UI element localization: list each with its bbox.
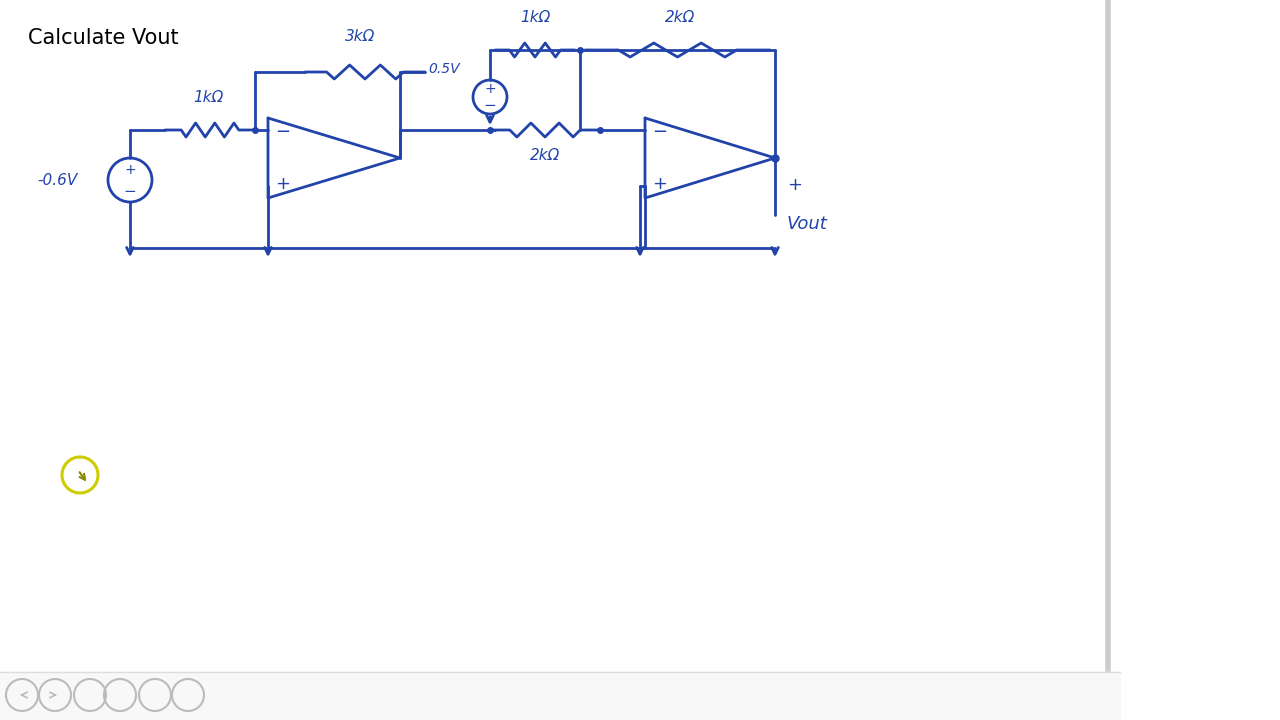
- Text: 1kΩ: 1kΩ: [193, 90, 223, 105]
- Text: 3kΩ: 3kΩ: [344, 29, 375, 44]
- Text: +: +: [484, 82, 495, 96]
- Text: 1kΩ: 1kΩ: [520, 10, 550, 25]
- Bar: [0, 672, 1120, 720]
- Text: −: −: [484, 98, 497, 113]
- Text: 2kΩ: 2kΩ: [664, 10, 695, 25]
- Text: −: −: [124, 184, 137, 199]
- Text: −: −: [275, 123, 291, 141]
- Text: +: +: [653, 175, 667, 193]
- Text: -0.6V: -0.6V: [37, 173, 78, 187]
- Text: +: +: [787, 176, 803, 194]
- Text: +: +: [124, 163, 136, 177]
- Text: 0.5V: 0.5V: [429, 62, 460, 76]
- Text: +: +: [275, 175, 291, 193]
- Text: −: −: [653, 123, 668, 141]
- Text: Vout: Vout: [787, 215, 828, 233]
- Text: Calculate Vout: Calculate Vout: [28, 28, 179, 48]
- Text: 2kΩ: 2kΩ: [530, 148, 561, 163]
